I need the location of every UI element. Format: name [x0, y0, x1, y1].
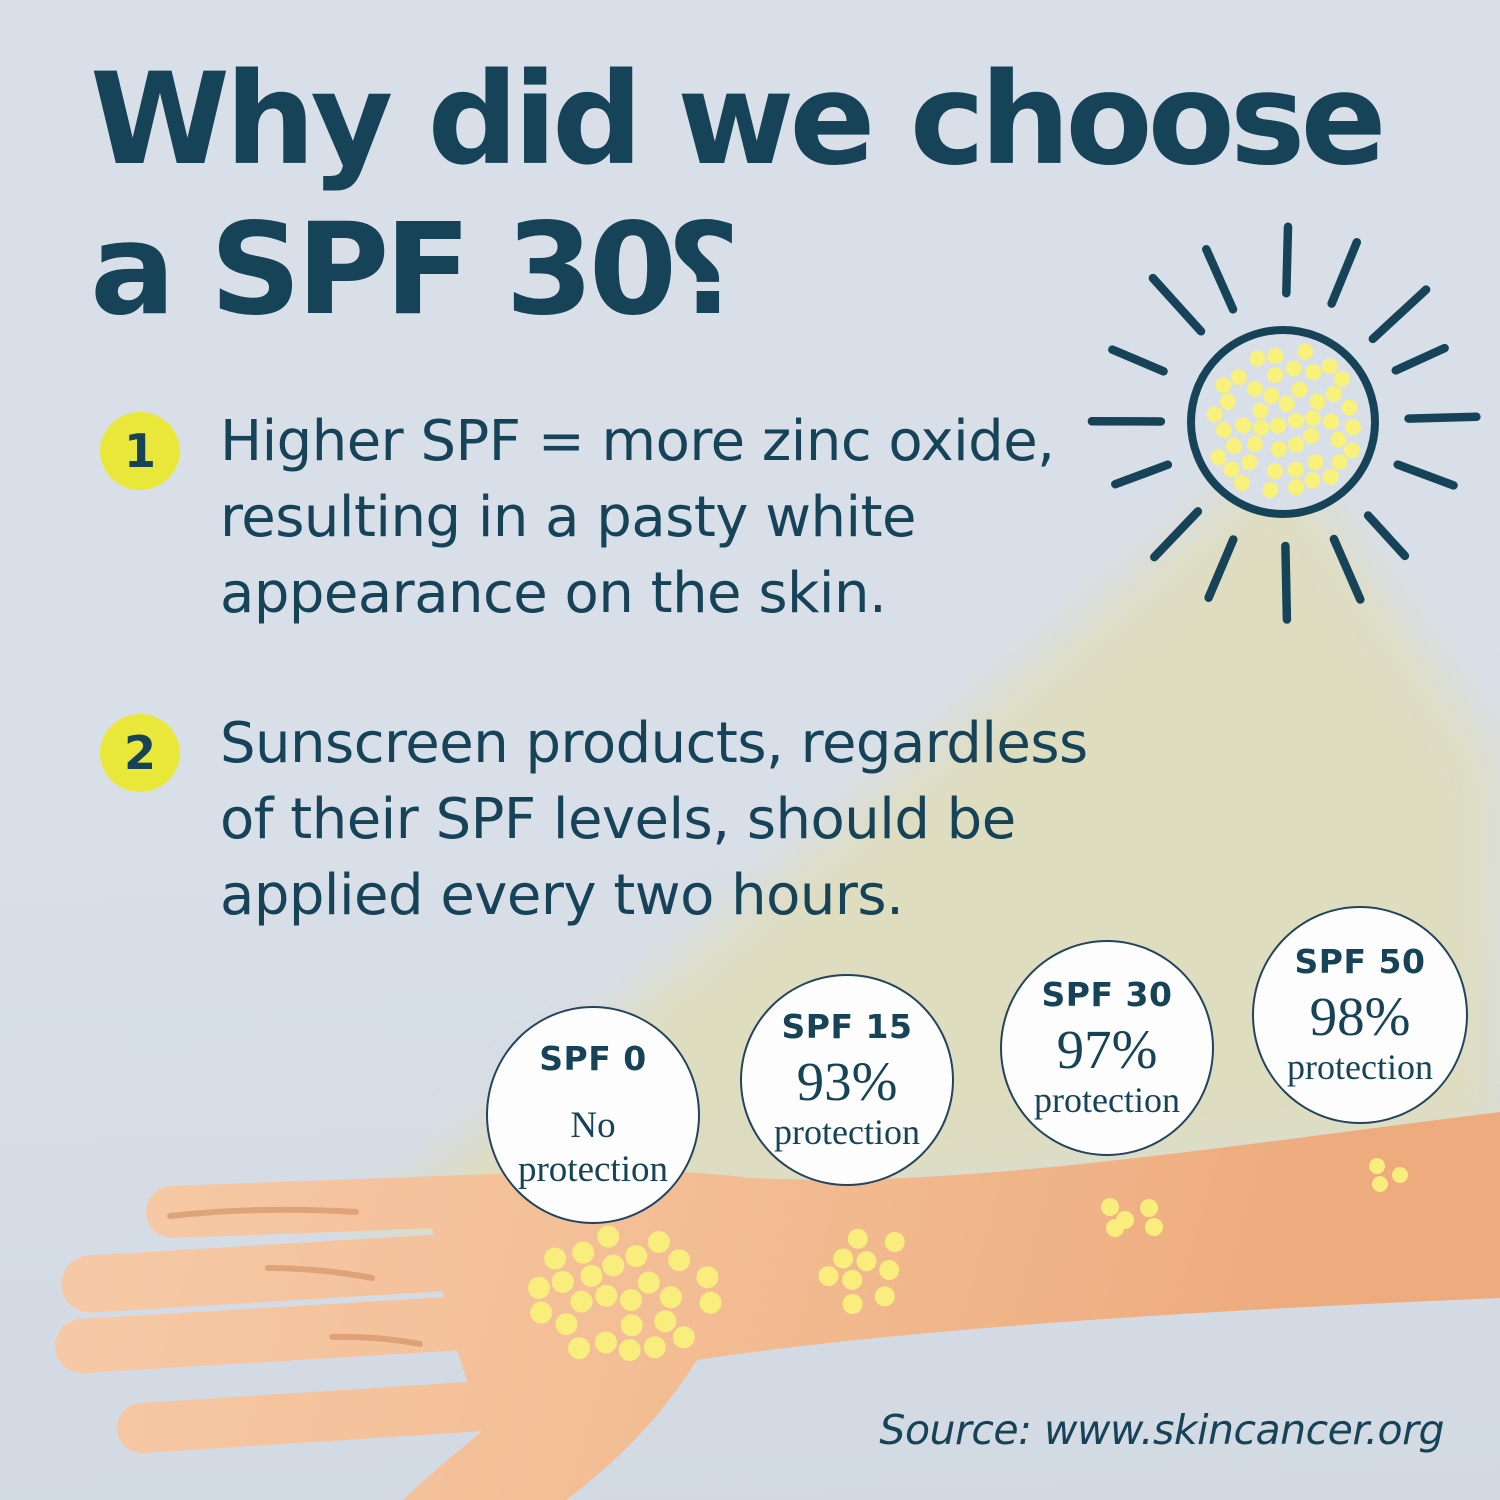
source-text: Source: www.skincancer.org: [879, 1406, 1444, 1454]
ring-finger: [55, 1289, 607, 1373]
point-1-line-3: appearance on the skin.: [220, 561, 887, 626]
sunscreen-dot-clusters: [527, 1158, 1408, 1362]
spf-circle-15: SPF 15 93% protection: [740, 974, 954, 1186]
spf-0-label: SPF 0: [539, 1038, 647, 1078]
sun-icon: [1087, 222, 1481, 624]
spf-50-percent: 98%: [1309, 985, 1411, 1047]
point-2-line-2: of their SPF levels, should be: [220, 787, 1016, 852]
point-2-line-3: applied every two hours.: [220, 863, 904, 928]
sun-rays: [1087, 222, 1481, 624]
spf-30-protection-label: protection: [1034, 1079, 1180, 1120]
spf-circle-50: SPF 50 98% protection: [1252, 906, 1468, 1124]
spf-50-protection-label: protection: [1287, 1046, 1433, 1087]
point-1-line-1: Higher SPF = more zinc oxide,: [220, 409, 1055, 474]
point-2-number-badge: 2: [100, 714, 180, 792]
point-1-text: Higher SPF = more zinc oxide, resulting …: [220, 404, 1055, 632]
point-2: 2 Sunscreen products, regardless of thei…: [100, 711, 1088, 934]
middle-finger: [61, 1223, 649, 1313]
arm-body: [403, 1112, 1500, 1500]
finger-crease-2: [265, 1265, 375, 1281]
title-question-mark: ?: [672, 195, 741, 343]
point-2-line-1: Sunscreen products, regardless: [220, 711, 1088, 776]
finger-crease-1: [167, 1206, 359, 1219]
point-1: 1 Higher SPF = more zinc oxide, resultin…: [100, 409, 1055, 632]
spf-15-percent: 93%: [796, 1050, 898, 1112]
spf-0-protection-line-1: No: [570, 1104, 616, 1146]
spf-50-label: SPF 50: [1294, 941, 1426, 981]
sun-outline: [1187, 326, 1379, 518]
spf-circle-30: SPF 30 97% protection: [1000, 940, 1214, 1156]
page-title: Why did we choose a SPF 30?: [90, 44, 1387, 344]
spf-15-protection-label: protection: [774, 1111, 920, 1152]
point-2-number: 2: [123, 726, 156, 780]
point-2-text: Sunscreen products, regardless of their …: [220, 706, 1088, 934]
spf-30-percent: 97%: [1056, 1018, 1158, 1080]
finger-crease-3: [329, 1333, 423, 1347]
sun-zinc-dots: [1206, 343, 1361, 499]
spf-0-protection-line-2: protection: [517, 1148, 668, 1190]
title-line-1: Why did we choose: [90, 45, 1387, 193]
spf-circle-0: SPF 0 No protection: [486, 1006, 700, 1224]
point-1-number: 1: [123, 424, 156, 478]
title-line-2: a SPF 30: [90, 195, 677, 343]
pinky-finger: [117, 1377, 570, 1453]
point-1-number-badge: 1: [100, 412, 180, 490]
point-1-line-2: resulting in a pasty white: [220, 485, 917, 550]
spf-30-label: SPF 30: [1041, 974, 1173, 1014]
spf-15-label: SPF 15: [781, 1006, 913, 1046]
